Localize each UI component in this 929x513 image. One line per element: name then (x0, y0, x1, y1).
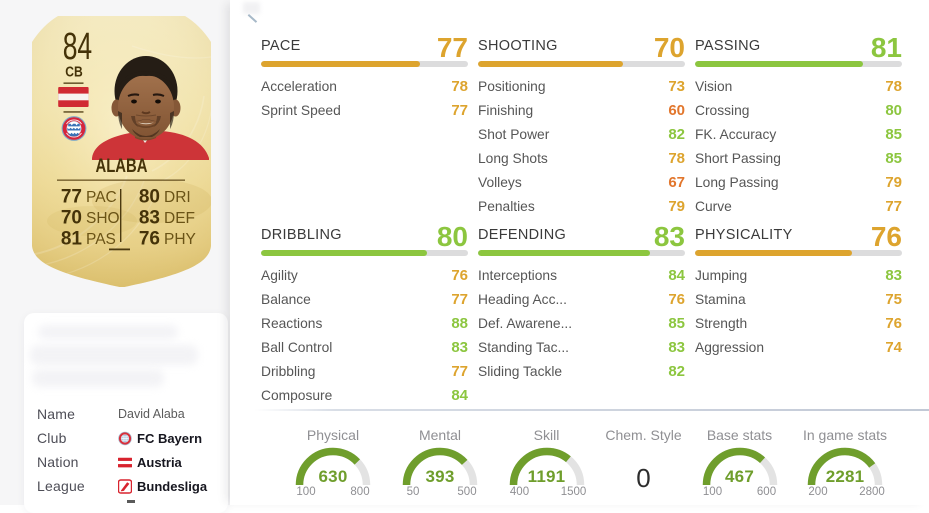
svg-text:DRI: DRI (164, 189, 191, 206)
svg-text:SHO: SHO (86, 210, 120, 227)
svg-text:70: 70 (61, 208, 82, 229)
svg-text:CB: CB (65, 65, 83, 81)
svg-text:76: 76 (139, 229, 160, 250)
svg-text:PAC: PAC (86, 189, 117, 206)
svg-text:DEF: DEF (164, 210, 195, 227)
svg-text:80: 80 (139, 187, 160, 208)
svg-text:84: 84 (63, 26, 92, 68)
svg-text:PHY: PHY (164, 231, 196, 248)
svg-text:81: 81 (61, 229, 83, 250)
svg-text:PAS: PAS (86, 231, 116, 248)
svg-text:ALABA: ALABA (96, 156, 148, 177)
svg-text:83: 83 (139, 208, 160, 229)
svg-text:77: 77 (61, 187, 82, 208)
